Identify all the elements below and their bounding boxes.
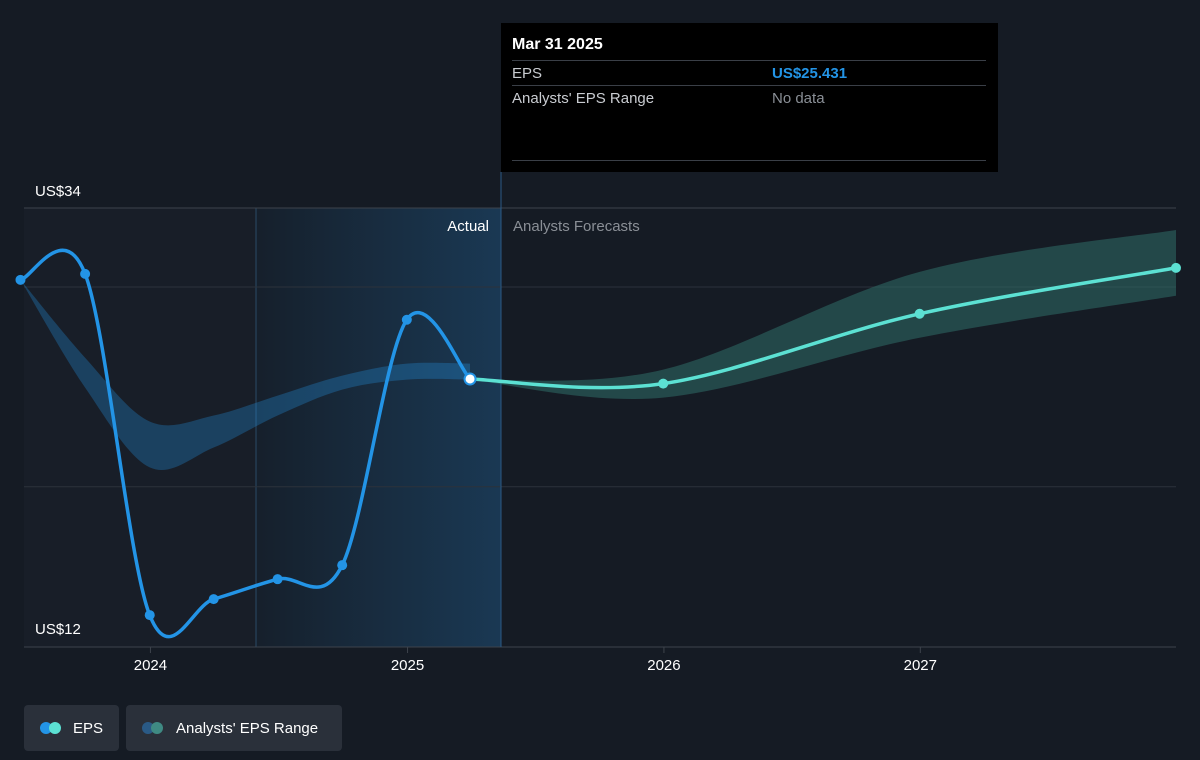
tooltip-eps-value: US$25.431 — [772, 64, 848, 82]
forecast-region-label: Analysts Forecasts — [513, 218, 640, 235]
actual-region-label: Actual — [447, 218, 489, 235]
tooltip-range-label: Analysts' EPS Range — [512, 89, 655, 107]
tooltip-range-value: No data — [772, 89, 825, 107]
legend-eps[interactable]: EPS — [24, 705, 119, 751]
range-band-past — [20, 279, 470, 471]
eps-point-current — [463, 372, 477, 386]
eps-line-actual — [18, 248, 472, 639]
tooltip-eps-label: EPS — [512, 64, 543, 82]
eps-legend-icon — [40, 722, 63, 734]
eps-line-forecast — [468, 266, 1178, 390]
eps-point — [401, 314, 412, 325]
eps-chart: 2024 2025 2026 2027 US$34 US$12 Actual Anal… — [15, 172, 1181, 674]
range-legend-icon — [142, 722, 166, 734]
eps-point — [272, 574, 283, 585]
y-axis-min-label: US$12 — [35, 621, 81, 638]
x-tick-label: 2027 — [904, 657, 937, 674]
eps-point — [658, 378, 669, 389]
tooltip-panel: Mar 31 2025 EPS US$25.431 Analysts' EPS … — [501, 23, 998, 172]
eps-point — [914, 308, 925, 319]
eps-points — [15, 262, 1181, 621]
range-bands — [20, 230, 1176, 471]
eps-point — [208, 594, 219, 605]
eps-point — [144, 610, 155, 621]
eps-lines — [18, 248, 1178, 639]
x-axis: 2024 2025 2026 2027 — [134, 647, 937, 674]
tooltip-row-range: Analysts' EPS Range No data — [512, 85, 986, 110]
x-tick-label: 2025 — [391, 657, 424, 674]
legend-eps-label: EPS — [72, 719, 103, 737]
x-tick-label: 2024 — [134, 657, 167, 674]
tooltip-row-eps: EPS US$25.431 — [512, 60, 986, 85]
tooltip-divider — [512, 160, 986, 161]
eps-point — [15, 274, 26, 285]
legend-eps-range[interactable]: Analysts' EPS Range — [126, 705, 342, 751]
tooltip-date: Mar 31 2025 — [512, 36, 603, 53]
eps-point — [1171, 262, 1181, 273]
eps-point — [337, 560, 348, 571]
eps-point — [80, 268, 91, 279]
range-band-forecast — [470, 230, 1176, 399]
x-tick-label: 2026 — [647, 657, 680, 674]
y-axis-max-label: US$34 — [35, 183, 81, 200]
legend-range-label: Analysts' EPS Range — [176, 719, 319, 737]
